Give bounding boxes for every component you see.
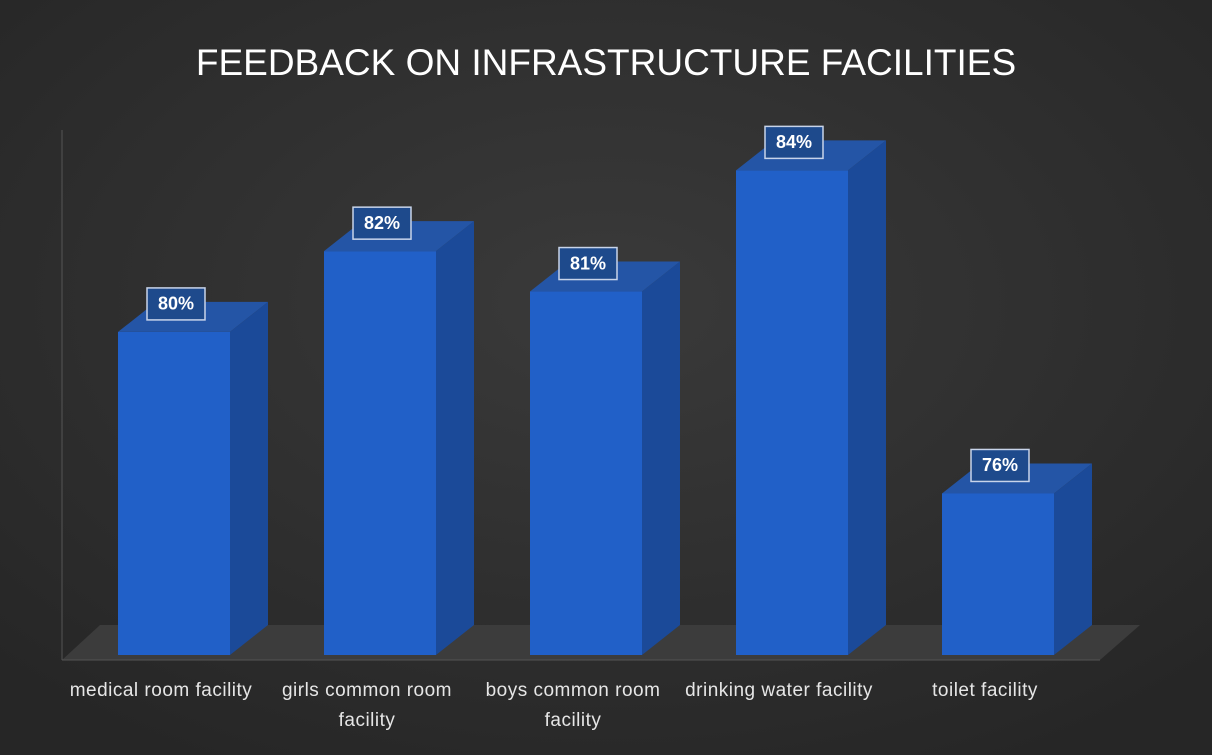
bar: [736, 170, 848, 655]
bar-side: [1054, 463, 1092, 655]
data-label: 80%: [158, 294, 194, 314]
bar: [324, 251, 436, 655]
bar: [530, 291, 642, 655]
bar-side: [848, 140, 886, 655]
bar-side: [230, 301, 268, 655]
x-tick-label: toilet facility: [932, 680, 1038, 701]
bar: [942, 493, 1054, 655]
chart-title: FEEDBACK ON INFRASTRUCTURE FACILITIES: [196, 42, 1016, 83]
data-label-box: [352, 206, 412, 240]
data-label: 81%: [570, 253, 606, 273]
data-label: 84%: [776, 132, 812, 152]
data-label-box: [558, 246, 618, 281]
x-tick-label: drinking water facility: [685, 680, 873, 701]
data-label-box: [146, 287, 206, 321]
x-tick-label: boys common room facility: [485, 680, 661, 731]
data-label-box: [970, 448, 1030, 483]
x-tick-label: medical room facility: [69, 680, 253, 701]
bar-side: [642, 261, 680, 655]
x-tick-label: girls common room facility: [281, 680, 453, 731]
data-label: 76%: [982, 455, 1018, 475]
data-label: 82%: [364, 213, 400, 233]
bar-side: [436, 221, 474, 655]
bar: [118, 331, 230, 655]
data-label-box: [764, 125, 824, 160]
